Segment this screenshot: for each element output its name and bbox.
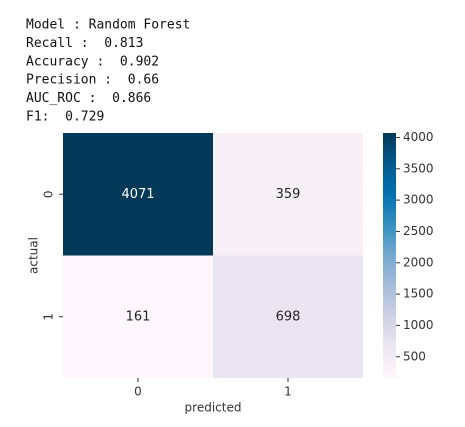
colorbar-tick-label: 2000: [403, 255, 434, 269]
output-line: Accuracy : 0.902: [26, 54, 159, 69]
heatmap-cell: [213, 255, 363, 378]
y-tick-label: 0: [42, 190, 56, 198]
output-line: F1: 0.729: [26, 110, 104, 125]
y-axis-label: actual: [27, 237, 41, 274]
output-line: Precision : 0.66: [26, 73, 159, 88]
colorbar-tick-label: 2500: [403, 224, 434, 238]
x-axis-label: predicted: [185, 401, 242, 415]
colorbar: [383, 133, 396, 378]
y-tick-label: 1: [42, 313, 56, 321]
cell-label: 359: [276, 187, 301, 202]
heatmap-cell: [63, 133, 213, 256]
colorbar-tick-label: 3000: [403, 193, 434, 207]
cell-label: 698: [276, 309, 301, 324]
heatmap-cell: [63, 255, 213, 378]
output-line: Model : Random Forest: [26, 18, 190, 33]
colorbar-tick-label: 4000: [403, 130, 434, 144]
output-line: Recall : 0.813: [26, 36, 143, 51]
cell-label: 161: [126, 309, 151, 324]
x-tick-label: 1: [284, 385, 292, 399]
colorbar-tick-label: 1500: [403, 287, 434, 301]
heatmap-cell: [213, 133, 363, 256]
cell-label: 4071: [121, 187, 154, 202]
output-line: AUC_ROC : 0.866: [26, 91, 151, 106]
x-tick-label: 0: [134, 385, 142, 399]
colorbar-tick-label: 500: [403, 349, 426, 363]
colorbar-tick-label: 1000: [403, 318, 434, 332]
colorbar-tick-label: 3500: [403, 161, 434, 175]
